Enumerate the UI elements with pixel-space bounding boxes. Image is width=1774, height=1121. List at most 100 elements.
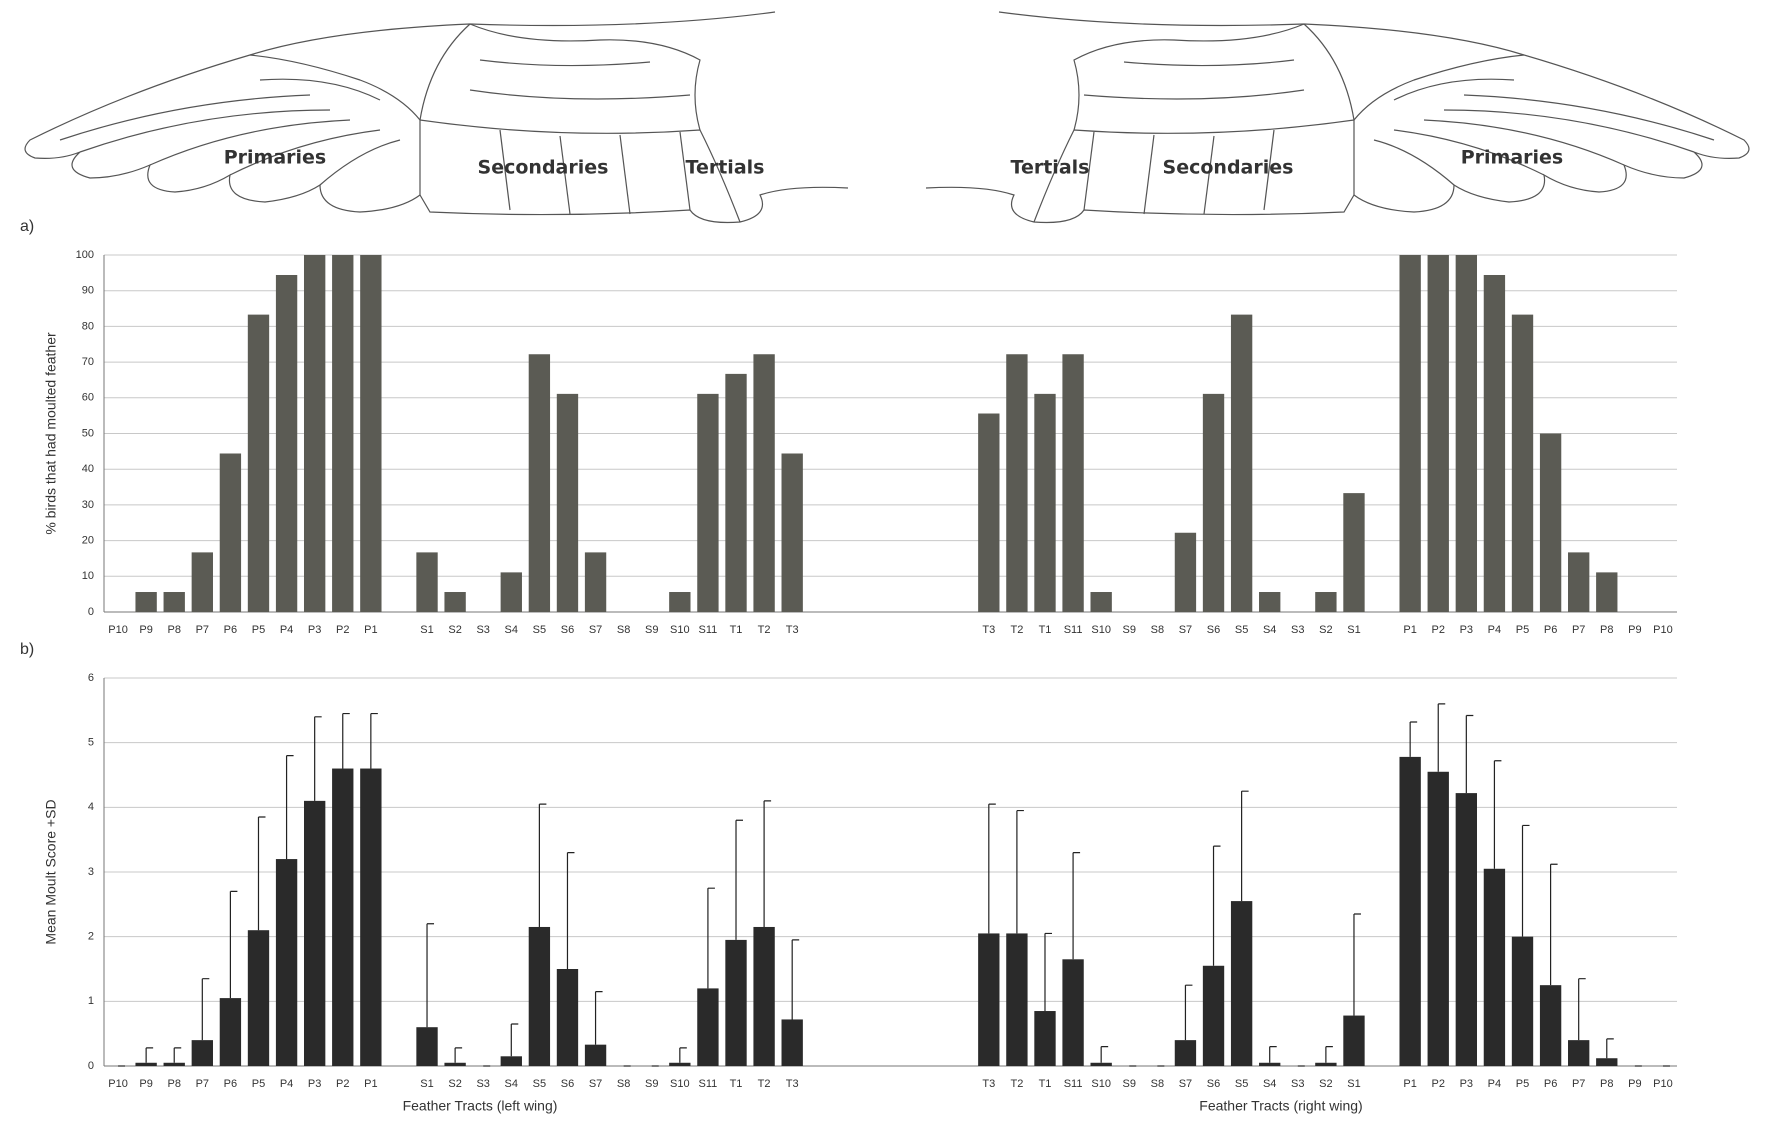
bar	[1062, 959, 1084, 1066]
bar	[697, 393, 719, 612]
x-tick-label: P10	[1653, 1078, 1673, 1090]
bar	[1596, 1058, 1618, 1066]
x-tick-label: P7	[196, 1078, 209, 1090]
error-bar	[735, 819, 744, 940]
y-tick-label: 60	[82, 392, 94, 404]
left-wing-drawing	[24, 11, 849, 224]
error-bar	[145, 1047, 154, 1063]
bar	[247, 930, 270, 1066]
x-tick-label: P6	[224, 1078, 237, 1090]
y-tick-label: 40	[82, 463, 94, 475]
error-bar	[1437, 703, 1446, 772]
error-bar	[1325, 1046, 1333, 1063]
x-tick-label: P7	[1572, 1078, 1585, 1090]
bar	[1202, 965, 1225, 1066]
bar	[332, 255, 354, 612]
x-tick-label: S4	[505, 624, 518, 636]
bar	[556, 393, 579, 612]
y-tick-label: 50	[82, 427, 94, 439]
bar	[584, 552, 607, 612]
bar	[191, 552, 213, 612]
bar	[191, 1040, 213, 1066]
error-bar	[229, 890, 238, 999]
y-tick-label: 30	[82, 499, 94, 511]
x-tick-label: T2	[758, 624, 771, 636]
x-tick-label: S11	[1064, 624, 1083, 636]
bar	[1511, 936, 1534, 1066]
y-tick-label: 1	[88, 995, 94, 1007]
x-tick-label: S5	[533, 1078, 546, 1090]
y-tick-label: 100	[76, 249, 94, 261]
x-tick-label: T1	[730, 624, 743, 636]
x-tick-label: P5	[252, 624, 265, 636]
x-tick-label: P8	[1600, 624, 1613, 636]
bar	[1511, 314, 1534, 612]
x-tick-label: S1	[1347, 1078, 1360, 1090]
x-tick-label: T2	[1010, 624, 1023, 636]
x-tick-label: T3	[786, 624, 799, 636]
x-tick-label: P3	[1460, 624, 1473, 636]
x-tick-label: P6	[1544, 624, 1557, 636]
bar	[1315, 1062, 1337, 1066]
y-tick-label: 3	[88, 866, 94, 878]
x-tick-label: S3	[1291, 624, 1304, 636]
bar	[753, 354, 775, 612]
x-tick-label: S6	[1207, 624, 1220, 636]
x-tick-label: P9	[139, 1078, 152, 1090]
error-bar	[1550, 863, 1558, 986]
error-bar	[454, 1047, 463, 1063]
bar	[1427, 771, 1449, 1066]
x-tick-label: S2	[1319, 1078, 1332, 1090]
x-tick-label: S4	[1263, 1078, 1276, 1090]
bar	[1174, 532, 1197, 612]
x-axis-title: Feather Tracts (left wing)	[403, 1098, 558, 1114]
x-tick-label: P1	[1403, 624, 1416, 636]
error-bar	[1521, 824, 1530, 937]
x-tick-label: P5	[1516, 1078, 1529, 1090]
y-tick-label: 90	[82, 285, 94, 297]
x-tick-label: S2	[448, 1078, 461, 1090]
error-bar	[370, 712, 378, 769]
bar	[275, 274, 298, 612]
wing-label: Primaries	[1461, 147, 1564, 169]
x-tick-label: T1	[730, 1078, 743, 1090]
y-tick-label: 0	[88, 606, 94, 618]
x-tick-label: S9	[1123, 1078, 1136, 1090]
y-tick-label: 2	[88, 931, 94, 943]
error-bar	[173, 1047, 182, 1063]
y-tick-label: 20	[82, 535, 94, 547]
x-tick-label: S8	[617, 1078, 630, 1090]
bar	[247, 314, 270, 612]
bar	[360, 768, 382, 1066]
bar	[978, 933, 1000, 1066]
bar	[1034, 393, 1056, 612]
bar	[697, 988, 719, 1066]
error-bar	[538, 803, 547, 927]
x-tick-label: P5	[252, 1078, 265, 1090]
error-bar	[342, 712, 350, 769]
bar	[416, 1027, 438, 1066]
error-bar	[594, 991, 603, 1045]
x-tick-label: S11	[1064, 1078, 1083, 1090]
bar	[1090, 592, 1112, 612]
y-axis-title: % birds that had moulted feather	[43, 332, 59, 535]
x-tick-label: S5	[1235, 1078, 1248, 1090]
bar	[1090, 1062, 1112, 1066]
bar	[1034, 1011, 1056, 1066]
x-tick-label: P9	[139, 624, 152, 636]
wing-label: Tertials	[1011, 157, 1090, 179]
bar	[1483, 868, 1506, 1066]
y-tick-label: 0	[88, 1060, 94, 1072]
x-tick-label: S6	[561, 1078, 574, 1090]
bar	[1539, 433, 1562, 612]
bar	[135, 592, 157, 612]
bar	[1399, 255, 1421, 612]
error-bar	[763, 800, 772, 927]
x-tick-label: S11	[699, 1078, 718, 1090]
error-bar	[566, 852, 575, 969]
x-tick-label: P4	[1488, 1078, 1501, 1090]
bar	[1455, 255, 1478, 612]
x-tick-label: S7	[1179, 624, 1192, 636]
y-tick-label: 6	[88, 672, 94, 684]
error-bar	[1044, 932, 1052, 1012]
